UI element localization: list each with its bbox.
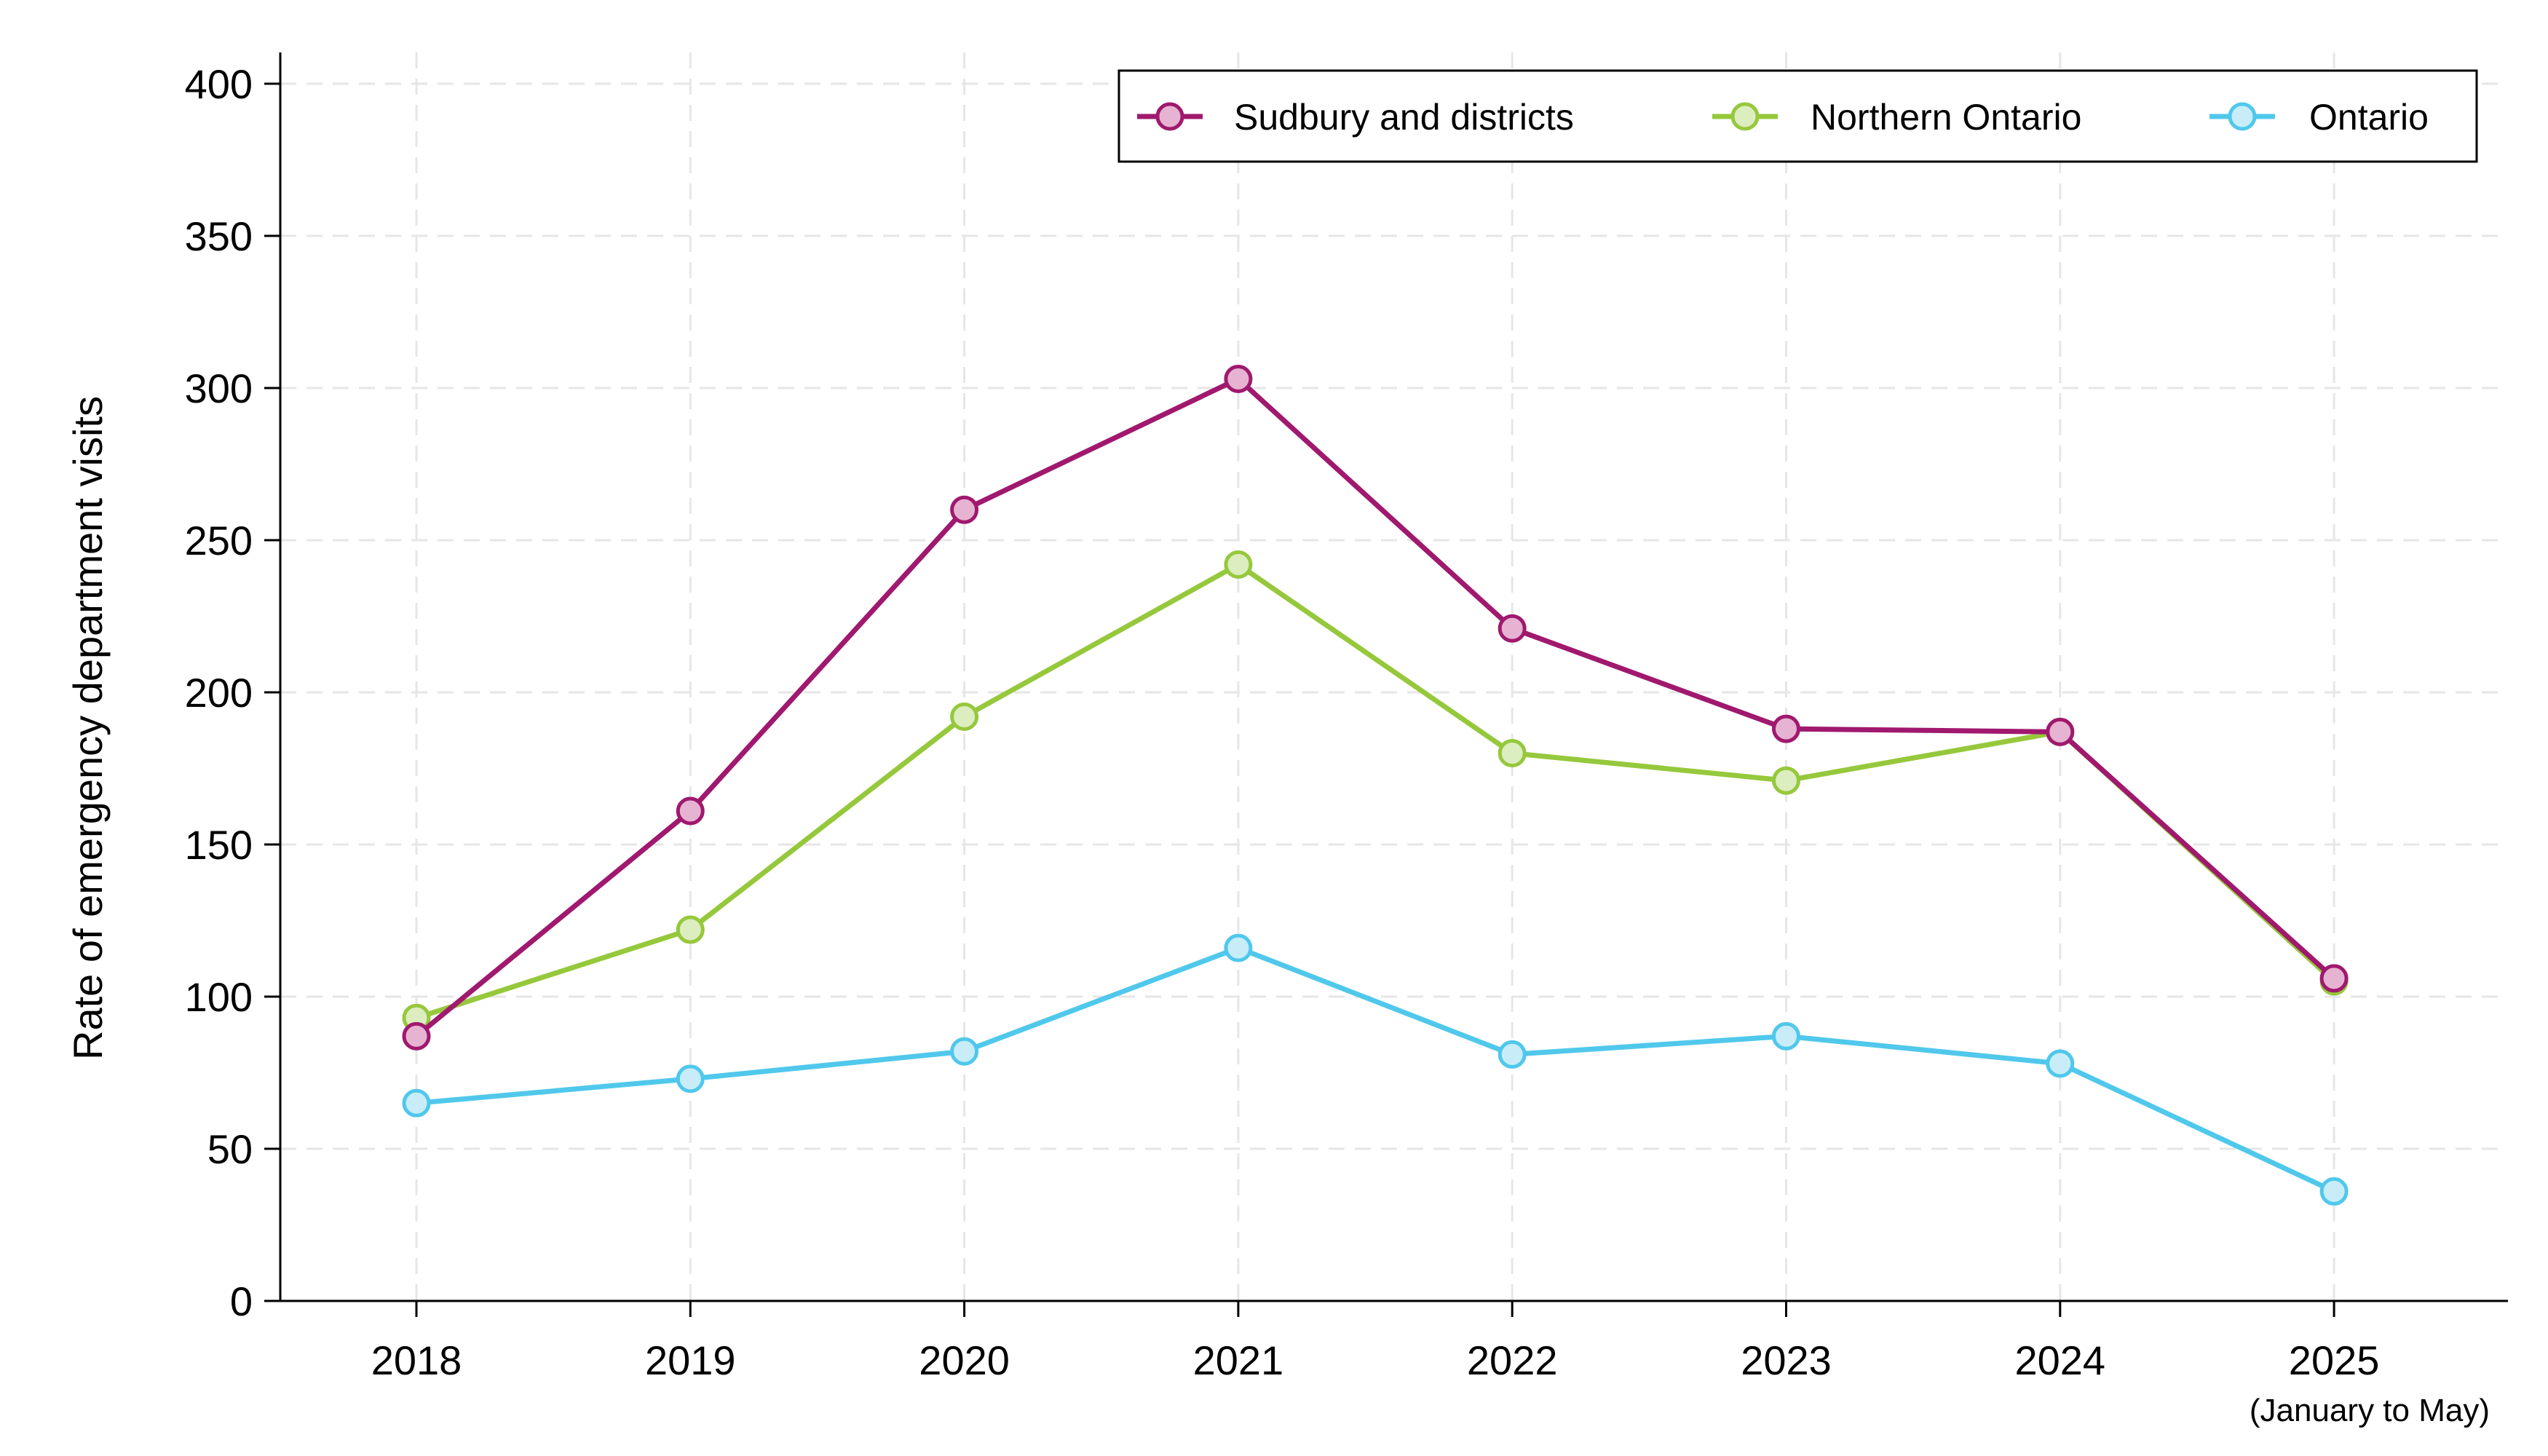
legend: Sudbury and districts Northern Ontario Ont… — [1117, 69, 2478, 163]
data-point — [950, 1037, 979, 1066]
legend-swatch-marker — [1155, 102, 1184, 131]
x-category-note: (January to May) — [2250, 1393, 2490, 1428]
legend-label: Sudbury and districts — [1234, 97, 1574, 138]
axes: Rate of emergency department visits (Jan… — [65, 52, 2508, 1428]
x-tick-label: 2019 — [645, 1337, 736, 1383]
grid — [280, 52, 2508, 1301]
x-tick-label: 2024 — [2015, 1337, 2106, 1383]
y-tick-label: 100 — [185, 974, 253, 1020]
data-point — [1772, 1021, 1800, 1051]
y-tick-label: 350 — [185, 213, 253, 259]
data-point — [2319, 1177, 2349, 1206]
data-point — [2046, 1049, 2075, 1078]
y-tick-label: 200 — [185, 670, 253, 716]
data-point — [676, 796, 705, 826]
series-line — [414, 376, 2336, 1039]
series — [402, 364, 2349, 1206]
x-tick-label: 2018 — [371, 1337, 462, 1383]
series-line — [415, 561, 2336, 1021]
data-point — [1224, 364, 1253, 393]
series-line — [416, 945, 2335, 1194]
data-point — [950, 495, 979, 524]
x-tick-label: 2023 — [1741, 1337, 1832, 1383]
data-point — [2319, 964, 2349, 993]
data-point — [676, 915, 705, 944]
data-point — [1497, 739, 1527, 768]
data-point — [1497, 614, 1527, 643]
y-tick-label: 150 — [185, 822, 253, 868]
data-point — [676, 1064, 705, 1093]
data-point — [1224, 550, 1253, 579]
legend-label: Northern Ontario — [1811, 97, 2081, 138]
data-point — [950, 702, 979, 731]
series-0 — [402, 364, 2349, 1051]
legend-swatch-marker — [2228, 102, 2257, 131]
x-tick-label: 2022 — [1467, 1337, 1558, 1383]
legend-item-0: Sudbury and districts — [1137, 97, 1574, 138]
y-tick-label: 400 — [185, 61, 253, 107]
y-tick-label: 250 — [185, 518, 253, 563]
data-point — [1772, 766, 1800, 795]
data-point — [1497, 1040, 1527, 1069]
series-2 — [402, 933, 2349, 1206]
legend-item-2: Ontario — [2209, 97, 2429, 138]
y-tick-label: 50 — [207, 1126, 253, 1172]
data-point — [2046, 717, 2075, 746]
y-axis-title: Rate of emergency department visits — [65, 396, 111, 1060]
x-tick-label: 2025 — [2289, 1337, 2380, 1383]
data-point — [402, 1021, 431, 1051]
x-tick-label: 2020 — [919, 1337, 1010, 1383]
legend-label: Ontario — [2309, 97, 2429, 138]
data-point — [402, 1088, 431, 1117]
data-point — [1772, 714, 1800, 743]
y-tick-label: 300 — [185, 365, 253, 411]
legend-item-1: Northern Ontario — [1712, 97, 2081, 138]
data-point — [1224, 933, 1253, 962]
series-1 — [402, 550, 2349, 1032]
legend-swatch-marker — [1730, 102, 1760, 131]
y-tick-label: 0 — [230, 1278, 253, 1324]
x-tick-label: 2021 — [1193, 1337, 1284, 1383]
